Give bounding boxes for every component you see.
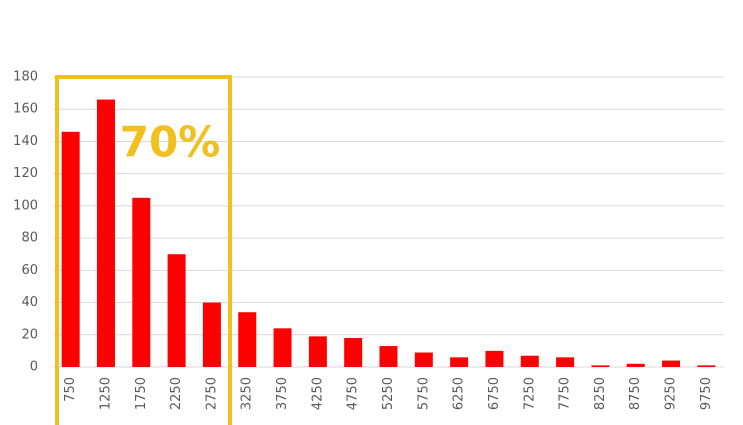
y-tick-label: 20 xyxy=(21,327,38,342)
bar xyxy=(167,254,186,367)
x-tick-label: 8750 xyxy=(628,377,643,410)
x-tick-label: 4250 xyxy=(310,377,325,410)
x-tick-label: 9250 xyxy=(664,377,679,410)
bar xyxy=(485,350,504,367)
bar xyxy=(273,328,292,367)
highlight-box xyxy=(55,75,232,425)
bar xyxy=(556,357,575,367)
bar xyxy=(626,363,645,367)
x-tick-label: 750 xyxy=(63,377,78,402)
y-tick-label: 40 xyxy=(21,295,38,310)
y-tick-label: 140 xyxy=(13,134,38,149)
bar xyxy=(202,302,221,367)
x-tick-label: 1250 xyxy=(98,377,113,410)
bar xyxy=(238,312,257,367)
annotation: 70% xyxy=(120,118,221,167)
bar xyxy=(379,346,398,367)
y-tick-label: 100 xyxy=(13,198,38,213)
bar xyxy=(450,357,469,367)
bar xyxy=(308,336,327,367)
bar xyxy=(697,365,716,367)
y-tick-label: 180 xyxy=(13,70,38,85)
bar xyxy=(344,338,363,367)
x-tick-label: 5250 xyxy=(381,377,396,410)
x-tick-label: 3250 xyxy=(240,377,255,410)
x-tick-label: 1750 xyxy=(134,377,149,410)
bar xyxy=(591,365,610,367)
y-tick-label: 120 xyxy=(13,166,38,181)
bar xyxy=(132,197,151,367)
bar xyxy=(96,99,115,368)
bar xyxy=(414,352,433,367)
y-tick-label: 60 xyxy=(21,263,38,278)
bar xyxy=(520,355,539,367)
x-tick-label: 5750 xyxy=(416,377,431,410)
x-tick-label: 8250 xyxy=(593,377,608,410)
x-tick-label: 2750 xyxy=(204,377,219,410)
x-tick-label: 7250 xyxy=(522,377,537,410)
x-tick-label: 6750 xyxy=(487,377,502,410)
x-tick-label: 3750 xyxy=(275,377,290,410)
x-tick-label: 4750 xyxy=(346,377,361,410)
bar xyxy=(662,360,681,367)
x-tick-label: 7750 xyxy=(558,377,573,410)
x-tick-label: 2250 xyxy=(169,377,184,410)
y-tick-label: 0 xyxy=(30,360,38,375)
bar xyxy=(61,131,80,367)
x-tick-label: 9750 xyxy=(699,377,714,410)
plot: 0 20 40 60 80 100 120 140 160 180 750 1250 1750 2250 2… xyxy=(13,70,724,410)
y-tick-label: 80 xyxy=(21,231,38,246)
x-tick-label: 6250 xyxy=(452,377,467,410)
y-tick-label: 160 xyxy=(13,102,38,117)
